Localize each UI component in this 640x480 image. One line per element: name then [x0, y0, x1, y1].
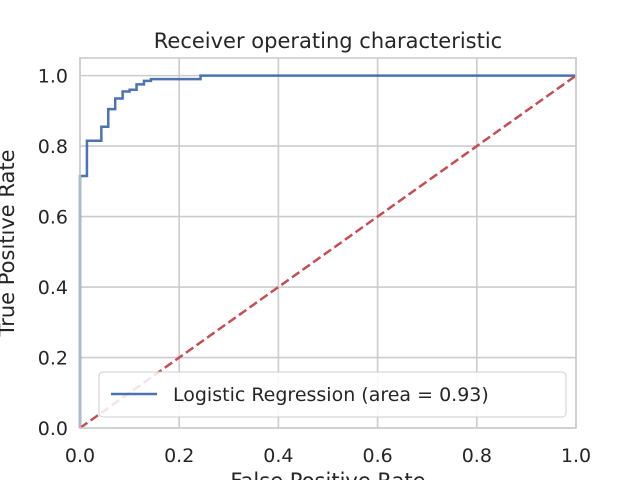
chart-title: Receiver operating characteristic — [154, 29, 502, 53]
chance-diagonal-line — [79, 74, 577, 430]
plot-frame — [79, 57, 577, 429]
y-tick-label: 0.0 — [38, 418, 68, 440]
y-tick-label: 1.0 — [38, 66, 68, 88]
y-tick-label: 0.2 — [38, 348, 68, 370]
plot-area — [80, 58, 576, 428]
x-tick-label: 0.8 — [462, 445, 492, 467]
x-axis-label: False Positive Rate — [230, 469, 425, 480]
y-tick-label: 0.8 — [38, 136, 68, 158]
x-tick-label: 0.6 — [362, 445, 392, 467]
y-axis-label: True Positive Rate — [0, 149, 19, 337]
x-tick-labels: 0.0 0.2 0.4 0.6 0.8 1.0 — [65, 445, 591, 467]
x-tick-label: 0.2 — [164, 445, 194, 467]
y-tick-label: 0.6 — [38, 207, 68, 229]
roc-curve-line — [78, 74, 576, 428]
legend: Logistic Regression (area = 0.93) — [98, 371, 567, 418]
y-tick-label: 0.4 — [38, 277, 68, 299]
legend-label-logistic-regression: Logistic Regression (area = 0.93) — [173, 384, 489, 406]
plot-lines — [78, 74, 577, 430]
legend-box — [98, 371, 567, 418]
y-tick-labels: 0.0 0.2 0.4 0.6 0.8 1.0 — [38, 66, 68, 440]
x-tick-label: 0.4 — [263, 445, 293, 467]
x-tick-label: 1.0 — [561, 445, 591, 467]
x-tick-label: 0.0 — [65, 445, 95, 467]
